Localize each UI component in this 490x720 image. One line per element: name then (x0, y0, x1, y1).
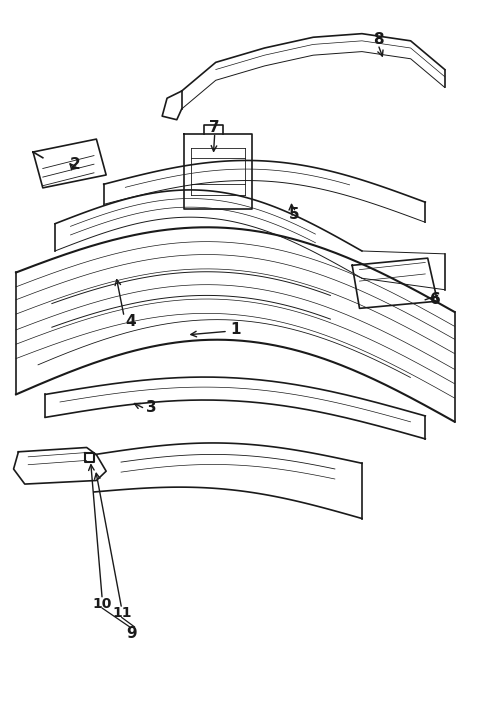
Text: 5: 5 (289, 207, 299, 222)
Text: 6: 6 (430, 292, 441, 307)
Text: 4: 4 (125, 315, 136, 330)
Text: 9: 9 (126, 626, 137, 642)
Text: 7: 7 (210, 120, 220, 135)
Text: 10: 10 (93, 597, 112, 611)
Text: 8: 8 (373, 32, 383, 47)
Text: 2: 2 (70, 158, 81, 172)
Text: 3: 3 (146, 400, 157, 415)
Text: 1: 1 (230, 323, 241, 338)
Text: 11: 11 (112, 606, 131, 620)
